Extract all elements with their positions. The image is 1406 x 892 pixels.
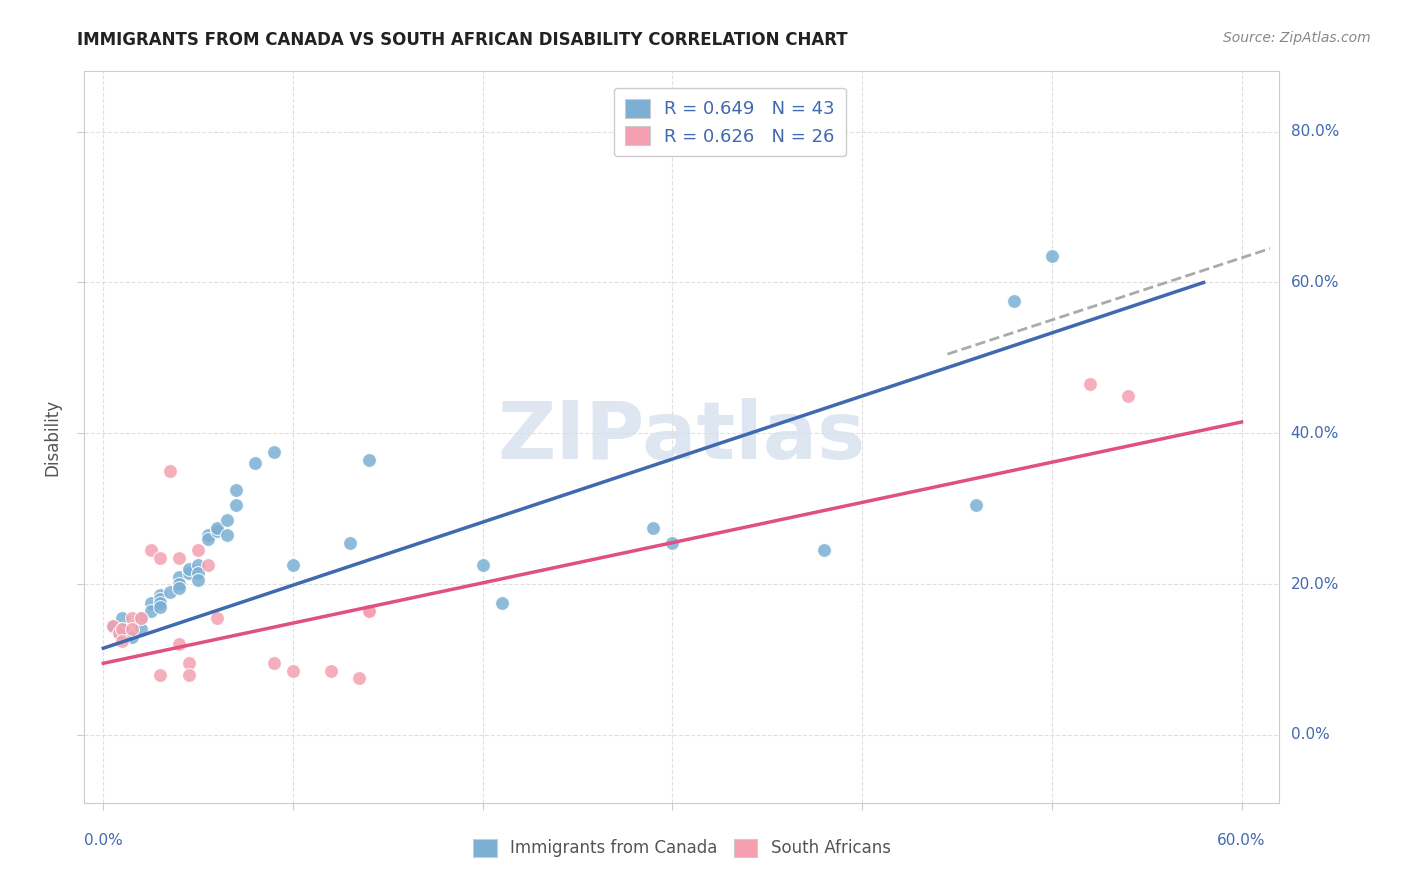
Point [471,558,494,573]
Point [225,498,247,512]
Point [187,566,209,580]
Point [139,543,162,558]
Point [111,623,134,637]
Point [129,611,152,625]
Point [177,562,200,576]
Point [167,577,190,591]
Point [149,550,172,565]
Point [139,596,162,610]
Point [197,558,219,573]
Point [159,584,181,599]
Point [177,667,200,681]
Point [149,596,172,610]
Point [225,483,247,497]
Text: Source: ZipAtlas.com: Source: ZipAtlas.com [1223,31,1371,45]
Point [349,672,371,686]
Text: 60.0%: 60.0% [1218,833,1265,848]
Point [177,657,200,671]
Text: 40.0%: 40.0% [1291,425,1339,441]
Point [167,581,190,595]
Point [111,623,134,637]
Text: 0.0%: 0.0% [84,833,122,848]
Point [101,618,124,632]
Point [357,603,380,617]
Point [121,623,143,637]
Point [111,633,134,648]
Point [177,566,200,580]
Point [281,664,304,678]
Point [215,528,238,542]
Point [1002,294,1025,309]
Text: ZIPatlas: ZIPatlas [498,398,866,476]
Point [139,603,162,617]
Point [205,520,228,534]
Point [187,558,209,573]
Point [159,464,181,478]
Point [643,520,665,534]
Point [187,543,209,558]
Point [197,532,219,546]
Point [965,498,987,512]
Point [339,535,361,549]
Point [111,611,134,625]
Point [149,592,172,607]
Point [243,457,266,471]
Point [121,611,143,625]
Point [263,445,285,459]
Point [263,657,285,671]
Text: 60.0%: 60.0% [1291,275,1339,290]
Point [205,524,228,539]
Point [813,543,835,558]
Point [357,452,380,467]
Point [107,626,129,640]
Text: 0.0%: 0.0% [1291,728,1329,742]
Y-axis label: Disability: Disability [44,399,62,475]
Point [129,623,152,637]
Point [491,596,513,610]
Point [149,589,172,603]
Text: 20.0%: 20.0% [1291,576,1339,591]
Point [167,637,190,651]
Point [1116,389,1139,403]
Point [215,513,238,527]
Point [319,664,342,678]
Text: 80.0%: 80.0% [1291,124,1339,139]
Point [1078,377,1101,392]
Legend: Immigrants from Canada, South Africans: Immigrants from Canada, South Africans [467,832,897,864]
Point [149,667,172,681]
Point [149,599,172,614]
Point [205,611,228,625]
Point [187,574,209,588]
Point [281,558,304,573]
Point [107,626,129,640]
Point [121,630,143,644]
Point [129,611,152,625]
Point [101,618,124,632]
Point [357,603,380,617]
Point [1040,249,1063,263]
Point [661,535,683,549]
Text: IMMIGRANTS FROM CANADA VS SOUTH AFRICAN DISABILITY CORRELATION CHART: IMMIGRANTS FROM CANADA VS SOUTH AFRICAN … [77,31,848,49]
Point [167,569,190,583]
Point [167,550,190,565]
Point [197,528,219,542]
